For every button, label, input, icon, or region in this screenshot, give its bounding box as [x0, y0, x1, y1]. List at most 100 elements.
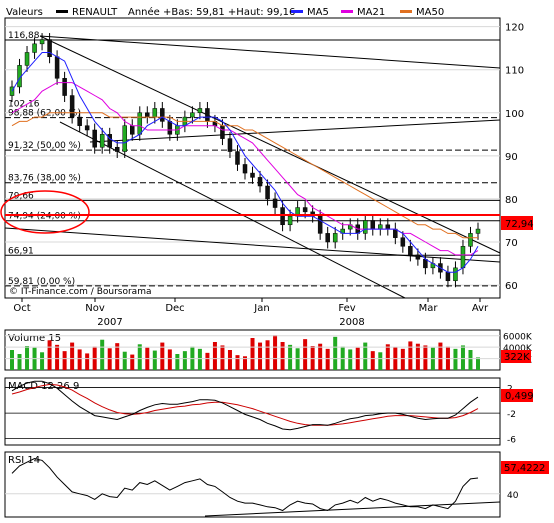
fib-level-label: 74,94 (24,00 %): [8, 212, 81, 222]
macd-panel-frame: [4, 377, 501, 446]
ma21-legend-label: MA21: [357, 7, 385, 18]
volume-bar: [130, 354, 135, 370]
candle-body: [385, 224, 391, 230]
trendline-lower-channel: [59, 121, 406, 299]
trendline-mid-resistance: [89, 119, 501, 143]
volume-tick-label: 4000K: [503, 344, 533, 354]
volume-bar: [423, 345, 428, 370]
candle-body: [24, 52, 30, 66]
candle-body: [460, 246, 466, 269]
price-tick-label: 80: [505, 195, 518, 206]
ma50-legend-swatch: [400, 10, 412, 13]
macd-last-badge: [501, 389, 533, 402]
fib-level-label: 66,91: [8, 246, 34, 256]
rsi-panel-frame: [4, 451, 501, 518]
rsi-last-badge: [501, 461, 549, 474]
candle-body: [137, 112, 143, 135]
candle-body: [408, 246, 413, 256]
candle-body: [205, 108, 210, 122]
candle-body: [92, 129, 97, 148]
last-price-value: 72,94: [505, 219, 534, 230]
candle-body: [160, 108, 165, 122]
month-label: Avr: [472, 303, 489, 314]
rsi-last-value: 57,4222: [504, 463, 545, 474]
month-label: Dec: [165, 303, 184, 314]
volume-bar: [17, 354, 22, 370]
volume-bar: [476, 357, 480, 370]
rsi-title: RSI 14: [8, 455, 40, 466]
volume-title: Volume 15: [8, 333, 61, 344]
macd-gridlines: 2-2-6: [5, 385, 516, 446]
month-label: Jan: [253, 303, 269, 314]
candle-body: [325, 233, 330, 243]
volume-bar: [77, 349, 82, 370]
month-label: Nov: [85, 303, 105, 314]
candle-body: [220, 125, 225, 139]
header-legend: Valeurs RENAULT Année +Bas: 59,81 +Haut:…: [6, 6, 444, 18]
year-label: 2007: [97, 317, 122, 328]
volume-bar: [122, 351, 127, 370]
time-axis: Oct Nov Dec Jan Fev Mar Avr 2007 2008: [13, 298, 489, 328]
volume-bar: [348, 349, 353, 370]
volume-bar: [378, 352, 383, 370]
candle-body: [145, 112, 150, 118]
price-tick-label: 70: [505, 238, 518, 249]
trendline-upper-channel: [39, 35, 501, 254]
candle-body: [265, 185, 270, 200]
stock-legend-swatch: [56, 10, 68, 13]
candle-body: [107, 134, 112, 148]
volume-bar: [288, 344, 293, 370]
volume-bar: [137, 344, 142, 370]
candle-body: [114, 146, 120, 152]
candle-body: [280, 207, 285, 226]
volume-bar: [460, 345, 465, 370]
ma5-legend-label: MA5: [307, 7, 329, 18]
volume-bar: [235, 355, 240, 370]
candle-body: [130, 125, 135, 135]
candle-body: [152, 108, 158, 118]
year-range-text: Année +Bas: 59,81 +Haut: 99,16: [128, 6, 295, 18]
price-tick-label: 100: [505, 109, 524, 120]
price-tick-label: 90: [505, 152, 518, 163]
candle-body: [363, 220, 368, 234]
volume-bar: [40, 352, 45, 370]
price-panel-frame: [4, 17, 501, 299]
candle-body: [227, 138, 233, 152]
volume-bar: [325, 348, 330, 370]
fib-level-label: 91,32 (50,00 %): [8, 141, 81, 151]
candle-body: [378, 224, 383, 230]
volume-last-badge: [501, 350, 531, 363]
volume-bar: [70, 342, 75, 370]
volume-bar: [415, 343, 420, 370]
candle-body: [400, 237, 406, 247]
candle-body: [39, 39, 45, 45]
volume-bars: [10, 335, 480, 370]
volume-bar: [273, 335, 278, 370]
candle-body: [122, 125, 127, 152]
candle-body: [69, 95, 75, 118]
last-price-badge: [501, 216, 533, 230]
watermark: © IT-Finance.com / Boursorama: [9, 287, 151, 297]
ma21-legend-swatch: [341, 10, 353, 13]
candle-body: [84, 125, 90, 131]
candle-body: [235, 151, 240, 165]
candle-body: [475, 228, 481, 234]
candle-body: [54, 56, 60, 79]
candlesticks: [9, 33, 481, 288]
candle-body: [242, 164, 248, 174]
price-tick-label: 120: [505, 23, 524, 34]
volume-bar: [400, 348, 405, 370]
volume-bar: [85, 353, 90, 370]
volume-bar: [212, 342, 217, 370]
volume-tick-label: 6000K: [503, 333, 533, 343]
price-gridlines: [5, 26, 500, 286]
volume-bar: [55, 344, 60, 370]
volume-bar: [363, 342, 368, 370]
volume-bar: [115, 343, 120, 370]
macd-signal-line: [11, 383, 479, 426]
volume-bar: [25, 346, 30, 370]
macd-tick-label: -6: [507, 436, 516, 446]
volume-bar: [438, 342, 443, 370]
candle-body: [317, 215, 323, 234]
price-tick-label: 60: [505, 281, 518, 292]
